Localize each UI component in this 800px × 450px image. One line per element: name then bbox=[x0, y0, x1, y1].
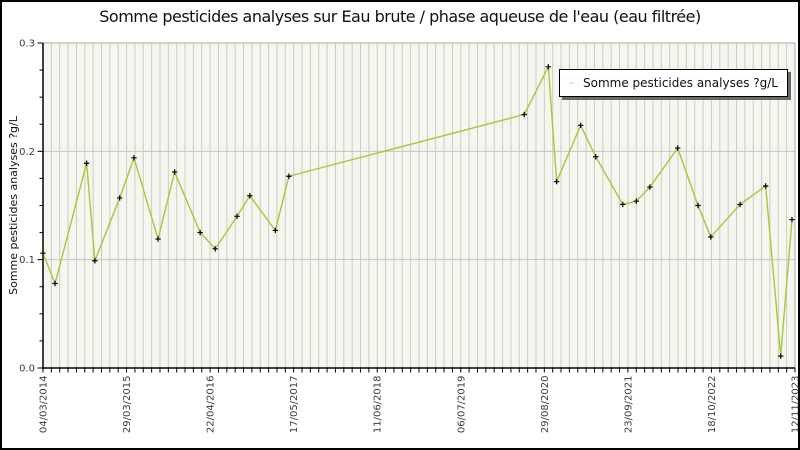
svg-text:23/09/2021: 23/09/2021 bbox=[623, 376, 634, 434]
horizontal-gridlines bbox=[43, 150, 795, 261]
legend-series-marker-icon bbox=[569, 82, 574, 84]
svg-text:29/03/2015: 29/03/2015 bbox=[122, 376, 133, 434]
svg-text:29/08/2020: 29/08/2020 bbox=[540, 376, 551, 434]
svg-text:04/03/2014: 04/03/2014 bbox=[39, 376, 50, 434]
svg-text:18/10/2022: 18/10/2022 bbox=[707, 376, 718, 434]
y-axis-ticks bbox=[37, 42, 43, 369]
svg-text:12/11/2023: 12/11/2023 bbox=[791, 376, 800, 434]
svg-text:11/06/2018: 11/06/2018 bbox=[373, 376, 384, 434]
svg-text:0.2: 0.2 bbox=[19, 147, 35, 158]
svg-text:0.0: 0.0 bbox=[19, 364, 35, 375]
series-markers bbox=[40, 64, 795, 359]
svg-text:06/07/2019: 06/07/2019 bbox=[456, 376, 467, 434]
x-axis-ticks bbox=[42, 368, 796, 373]
y-axis-tick-labels: 0.0 0.1 0.2 0.3 bbox=[19, 39, 35, 375]
svg-text:22/04/2016: 22/04/2016 bbox=[206, 376, 217, 434]
legend-box: Somme pesticides analyses ?g/L bbox=[559, 69, 788, 97]
x-axis-tick-labels: 04/03/2014 29/03/2015 22/04/2016 17/05/2017… bbox=[39, 376, 800, 434]
svg-text:0.1: 0.1 bbox=[19, 255, 35, 266]
chart-title: Somme pesticides analyses sur Eau brute … bbox=[99, 7, 701, 26]
svg-text:0.3: 0.3 bbox=[19, 39, 35, 50]
legend-series-label: Somme pesticides analyses ?g/L bbox=[583, 76, 778, 90]
svg-text:17/05/2017: 17/05/2017 bbox=[289, 376, 300, 434]
